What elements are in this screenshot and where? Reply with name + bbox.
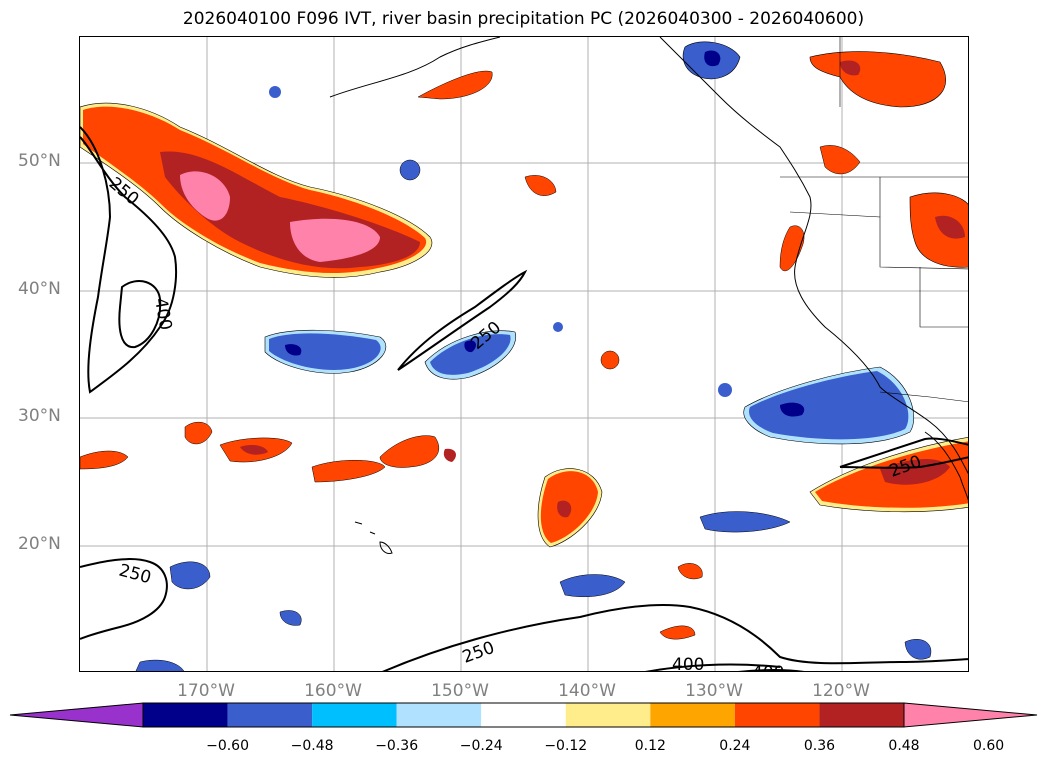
colorbar-outline <box>142 702 905 728</box>
colorbar-cell <box>565 703 651 727</box>
contour-label: 400 <box>752 663 784 672</box>
colorbar-tick-label: 0.60 <box>972 738 1005 754</box>
lon-label-130w: 130°W <box>685 681 743 701</box>
lon-label-120w: 120°W <box>812 681 870 701</box>
ivt-contours <box>80 126 968 671</box>
lon-label-140w: 140°W <box>558 681 616 701</box>
precip-blob-negative-baja <box>743 366 914 445</box>
lat-label-40n: 40°N <box>18 279 61 299</box>
precip-blob-negative-central <box>264 329 387 374</box>
colorbar-tick-label: 0.24 <box>719 738 751 754</box>
lon-label-150w: 150°W <box>431 681 489 701</box>
colorbar-tick-label: −0.36 <box>375 738 419 754</box>
colorbar-tick-label: 0.12 <box>634 738 666 754</box>
precip-blob-positive-south-central <box>537 468 603 548</box>
contour-label: 400 <box>150 296 175 331</box>
colorbar-extend-min <box>9 702 144 728</box>
contour-label: 400 <box>672 655 704 672</box>
colorbar-cell <box>143 703 228 727</box>
precip-bands-positive-30n <box>80 421 456 483</box>
lat-label-20n: 20°N <box>18 534 61 554</box>
figure-title: 2026040100 F096 IVT, river basin precipi… <box>182 9 865 29</box>
precip-blobs-positive-northeast <box>417 51 968 272</box>
contour-label: 250 <box>117 561 154 589</box>
lon-label-170w: 170°W <box>177 681 235 701</box>
colorbar-tick-label: −0.24 <box>459 738 503 754</box>
colorbar-tick-label: −0.60 <box>206 738 249 754</box>
precip-blob-negative-east-central <box>424 330 517 380</box>
colorbar-cell <box>312 703 397 727</box>
colorbar-cell <box>819 703 904 727</box>
map-canvas: 250 400 250 250 250 250 400 400 <box>80 37 968 672</box>
precip-blobs-scattered <box>135 86 932 671</box>
colorbar-tick-label: −0.12 <box>544 738 588 754</box>
colorbar-tick-label: −0.48 <box>290 738 334 754</box>
coastline <box>329 37 968 501</box>
lat-label-30n: 30°N <box>18 406 61 426</box>
precip-plume-northwest <box>80 102 433 278</box>
lon-label-160w: 160°W <box>304 681 362 701</box>
colorbar-tick-label: 0.36 <box>803 738 836 754</box>
colorbar-extend-max <box>903 702 1038 728</box>
colorbar-cell <box>396 703 482 727</box>
colorbar <box>9 702 1038 728</box>
precip-blob-positive-southeast <box>809 437 968 513</box>
lat-label-50n: 50°N <box>18 151 61 171</box>
colorbar-cells <box>9 702 1038 728</box>
graticule <box>80 37 968 671</box>
political-borders <box>780 37 968 403</box>
colorbar-tick-label: 0.48 <box>888 738 920 754</box>
map-panel: 250 400 250 250 250 250 400 400 <box>79 36 969 672</box>
colorbar-cell <box>227 703 313 727</box>
colorbar-cell <box>734 703 820 727</box>
colorbar-cell <box>481 703 566 727</box>
precip-blob-negative-alaska <box>682 41 741 80</box>
hawaii-islands <box>354 521 393 554</box>
colorbar-cell <box>650 703 735 727</box>
